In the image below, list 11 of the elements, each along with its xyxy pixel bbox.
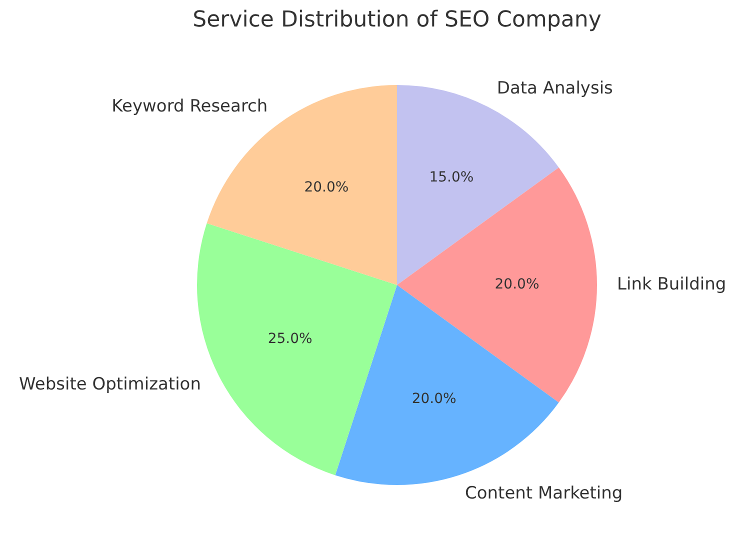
data-label: 20.0% — [304, 180, 349, 196]
data-label: 20.0% — [494, 276, 540, 293]
slice-label: Link Building — [617, 274, 726, 294]
chart-title: Service Distribution of SEO Company — [192, 8, 602, 33]
slice-label: Website Optimization — [19, 374, 201, 394]
data-label: 25.0% — [268, 331, 312, 348]
data-label: 15.0% — [429, 170, 474, 186]
slice-label: Data Analysis — [496, 78, 614, 98]
data-label: 20.0% — [412, 390, 456, 407]
slice-label: Content Marketing — [464, 484, 623, 504]
slice-label: Keyword Research — [112, 96, 268, 116]
